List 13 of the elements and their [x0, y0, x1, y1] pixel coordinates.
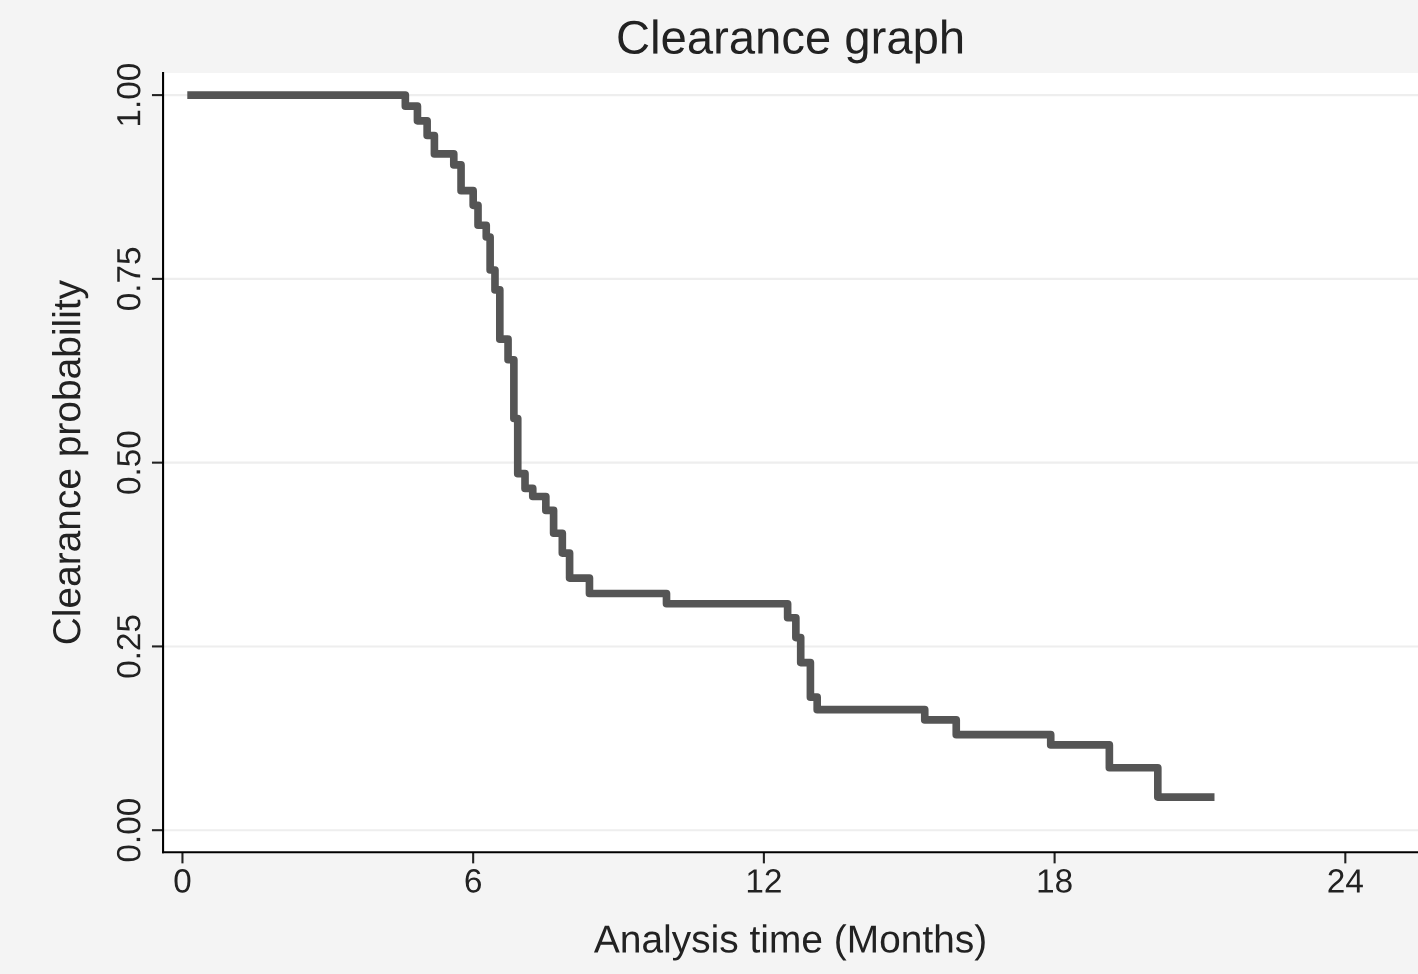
x-tick-label: 18 [1038, 869, 1072, 893]
y-tick-label: 0.00 [116, 799, 141, 862]
x-tick-label: 12 [747, 869, 781, 893]
x-tick-label: 6 [465, 869, 481, 893]
y-tick-label: 0.50 [116, 431, 141, 494]
chart-title: Clearance graph [618, 19, 963, 64]
y-tick-label: 0.25 [116, 615, 141, 678]
x-axis-title: Analysis time (Months) [593, 924, 985, 961]
y-tick-label: 0.75 [116, 247, 141, 311]
y-axis-title: Clearance probability [52, 280, 89, 644]
x-tick-label: 24 [1328, 869, 1363, 893]
x-tick-label: 0 [174, 869, 191, 893]
y-tick-label: 1.00 [116, 63, 141, 125]
